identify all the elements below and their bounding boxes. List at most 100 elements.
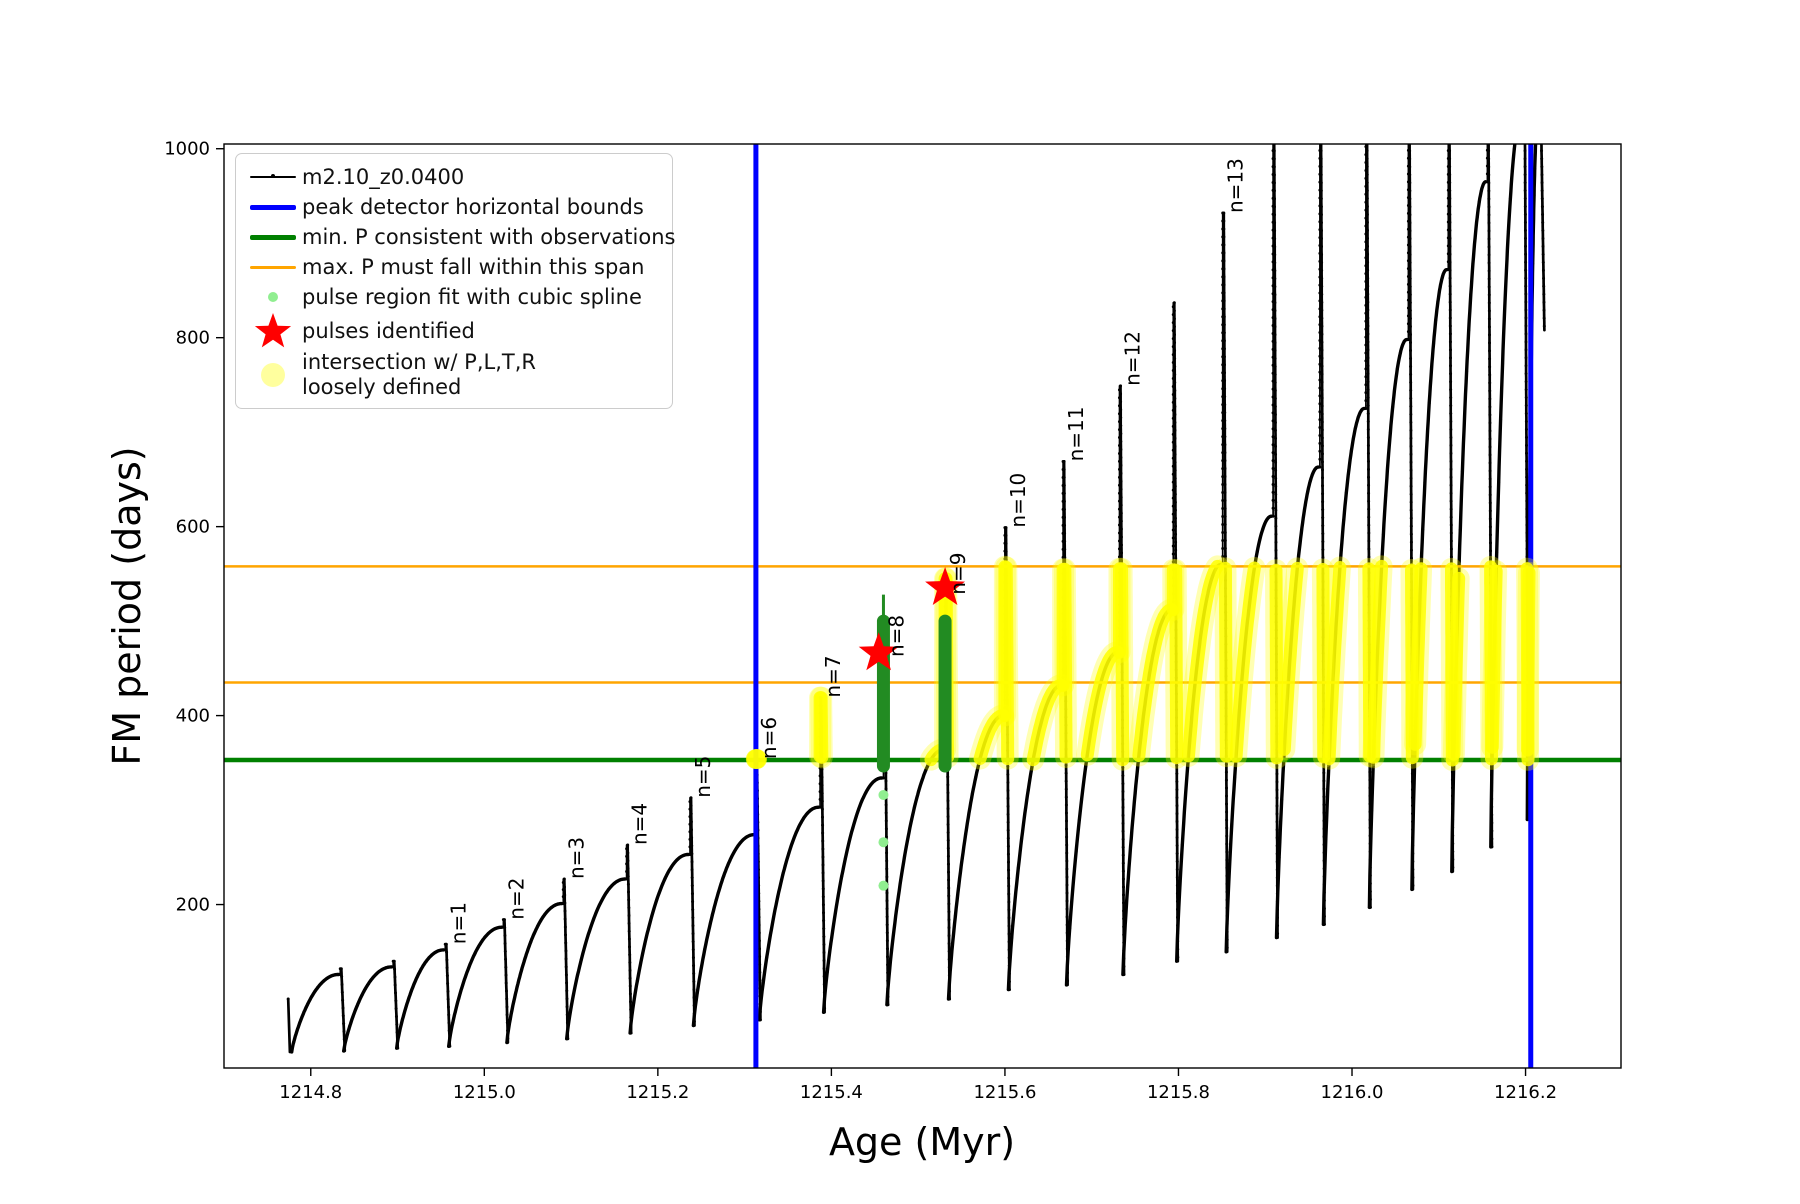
curve-marker-dot [836,894,840,898]
intersection-run [1080,645,1125,762]
curve-marker-dot [1320,452,1324,456]
curve-marker-dot [1271,490,1275,494]
curve-marker-dot [813,806,817,810]
curve-marker-dot [1408,317,1412,321]
y-tick-label: 600 [176,517,210,538]
curve-marker-dot [1320,133,1323,136]
curve-marker-dot [1119,551,1123,555]
curve-marker-dot [1367,523,1371,527]
curve-marker-dot [1366,340,1370,344]
curve-marker-dot [1367,515,1371,519]
curve-marker-dot [446,997,450,1001]
curve-marker-dot [690,844,694,848]
curve-marker-dot [1448,252,1452,256]
curve-marker-dot [1006,796,1010,800]
curve-marker-dot [1449,443,1453,447]
curve-marker-dot [1273,229,1277,233]
spline-fit-dot [878,789,889,800]
pulse-label: n=2 [504,878,528,920]
curve-marker-dot [822,919,826,923]
curve-marker-dot [1365,165,1369,169]
curve-marker-dot [822,951,826,955]
curve-marker-dot [1006,852,1010,856]
curve-marker-dot [1365,181,1369,185]
curve-marker-dot [1469,292,1473,296]
curve-marker-dot [1121,766,1125,770]
curve-marker-dot [1322,771,1326,775]
curve-marker-dot [1221,522,1225,526]
curve-marker-dot [1173,476,1177,480]
curve-marker-dot [646,927,650,931]
curve-marker-dot [1449,467,1453,471]
curve-marker-dot [1364,129,1367,132]
curve-marker-dot [1183,800,1187,804]
legend-item-label: pulse region fit with cubic spline [302,284,642,309]
curve-marker-dot [1408,109,1411,112]
curve-marker-dot [1393,384,1397,388]
curve-marker-dot [1524,284,1528,288]
curve-marker-dot [313,989,317,993]
curve-marker-dot [1320,404,1324,408]
curve-marker-dot [1448,173,1452,177]
curve-marker-dot [1366,268,1370,272]
curve-marker-dot [565,1037,569,1041]
y-tick-label: 400 [176,706,210,727]
curve-marker-dot [1273,277,1277,281]
curve-marker-dot [1542,292,1546,296]
curve-marker-dot [1121,774,1125,778]
curve-marker-dot [597,903,601,907]
curve-marker-dot [1275,780,1279,784]
curve-marker-dot [1175,836,1179,840]
curve-marker-dot [1275,788,1279,792]
curve-marker-dot [1366,133,1369,136]
curve-marker-dot [1274,468,1278,472]
curve-marker-dot [1438,285,1442,289]
curve-marker-dot [1442,270,1446,274]
curve-marker-dot [1175,780,1179,784]
curve-marker-dot [341,998,345,1002]
curve-marker-dot [1273,293,1277,297]
curve-marker-dot [1512,147,1516,151]
curve-marker-dot [1364,359,1368,363]
curve-marker-dot [1223,538,1227,542]
curve-marker-dot [1221,507,1225,511]
curve-marker-dot [394,1007,398,1011]
curve-marker-dot [1063,555,1067,559]
curve-marker-dot [1023,811,1027,815]
curve-marker-dot [1064,787,1068,791]
pulse-label: n=9 [946,553,970,595]
curve-marker-dot [884,811,888,815]
curve-marker-dot [626,882,630,886]
curve-marker-dot [1510,169,1514,173]
curve-marker-dot [737,843,741,847]
curve-marker-dot [1448,348,1452,352]
curve-marker-dot [1542,300,1546,304]
curve-marker-dot [1523,189,1527,193]
curve-marker-dot [1318,441,1322,445]
curve-marker-dot [502,918,506,922]
curve-marker-dot [1524,372,1528,376]
curve-marker-dot [1409,476,1413,480]
curve-marker-dot [1365,173,1369,177]
curve-marker-dot [1448,228,1452,232]
curve-marker-dot [1409,460,1413,464]
curve-marker-dot [1065,851,1069,855]
curve-marker-dot [1541,268,1545,272]
intersection-run [999,560,1015,766]
curve-marker-dot [627,898,631,902]
curve-marker-dot [1523,109,1526,112]
curve-marker-dot [1318,133,1321,136]
pulse-label: n=12 [1121,331,1145,386]
curve-marker-dot [643,943,647,947]
curve-marker-dot [1221,530,1225,534]
curve-marker-dot [1364,113,1367,116]
curve-marker-dot [395,1022,399,1026]
curve-marker-dot [1326,771,1330,775]
curve-marker-dot [1062,459,1066,463]
curve-marker-dot [1065,867,1069,871]
curve-marker-dot [1320,276,1324,280]
curve-marker-dot [1355,421,1359,425]
curve-marker-dot [1436,300,1440,304]
curve-marker-dot [1062,515,1066,519]
curve-marker-dot [1081,790,1085,794]
